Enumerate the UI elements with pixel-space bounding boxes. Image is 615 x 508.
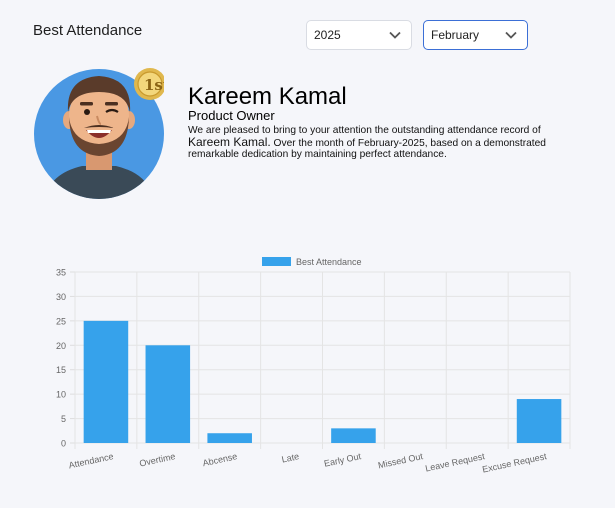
message-suffix: Over the month of February-2025, based o… [188,137,546,161]
message-prefix: We are pleased to bring to your attentio… [188,125,541,136]
bar-overtime [145,345,191,443]
first-place-medal-icon: 1st [134,68,170,100]
y-tick-label: 15 [56,365,66,375]
y-tick-label: 30 [56,292,66,302]
y-tick-label: 10 [56,390,66,400]
medal-badge-text: 1st [144,76,164,94]
attendance-bar-chart: Best Attendance 0 5 10 15 20 25 30 35 Attendance O… [0,250,615,503]
y-tick-label: 20 [56,341,66,351]
employee-name: Kareem Kamal [188,83,347,110]
avatar-illustration: 1st [34,68,170,199]
x-tick-label: Late [281,451,300,464]
bar-abcense [207,433,252,443]
employee-avatar: 1st [34,62,170,202]
x-tick-label: Overtime [138,451,176,468]
x-tick-label: Excuse Request [481,451,548,475]
y-tick-label: 5 [61,414,66,424]
best-attendance-title: Best Attendance [33,22,143,39]
employee-role: Product Owner [188,108,275,123]
message-highlight-name: Kareem Kamal. [188,134,271,149]
month-select[interactable]: February [423,20,528,50]
month-select-value: February [431,28,480,42]
bar-excuse-request [516,399,562,443]
bar-early-out [331,428,376,443]
bar-attendance [83,320,129,443]
x-tick-label: Leave Request [424,451,486,473]
x-tick-label: Missed Out [377,451,424,470]
y-tick-label: 35 [56,268,66,278]
legend-label: Best Attendance [296,257,362,267]
chevron-down-icon [389,31,401,39]
attendance-message: We are pleased to bring to your attentio… [188,125,578,161]
year-select[interactable]: 2025 [306,20,412,50]
chevron-down-icon [505,31,517,39]
y-tick-label: 0 [61,439,66,449]
chart-canvas: Best Attendance 0 5 10 15 20 25 30 35 Attendance O… [56,257,571,475]
y-tick-label: 25 [56,316,66,326]
x-tick-label: Abcense [202,451,238,468]
legend-swatch [262,257,291,266]
x-tick-label: Attendance [68,451,115,470]
year-select-value: 2025 [314,28,341,42]
x-tick-label: Early Out [323,451,362,469]
